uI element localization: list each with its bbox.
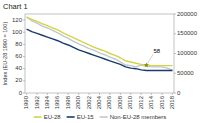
x-tick-label: 1994 xyxy=(44,95,50,109)
x-tick-label: 2014 xyxy=(148,95,154,109)
x-tick-label: 1990 xyxy=(23,95,29,109)
y-tick-label: 100 xyxy=(12,29,23,35)
legend: EU-28 EU-15 Non-EU-28 members xyxy=(34,114,167,120)
legend-item: Non-EU-28 members xyxy=(100,114,167,120)
y-tick xyxy=(23,32,25,33)
x-tick xyxy=(78,93,79,95)
chart: Chart 1 0 20 40 60 80 100 120 0 50000 100000 150000… xyxy=(0,0,200,123)
plot-frame xyxy=(25,14,174,93)
series-line xyxy=(27,17,173,70)
x-tick-label: 2016 xyxy=(159,95,165,109)
x-tick xyxy=(151,93,152,95)
series-line xyxy=(27,17,173,66)
x-tick-label: 2006 xyxy=(106,95,112,109)
legend-item: EU-28 xyxy=(34,114,62,120)
x-tick xyxy=(109,93,110,95)
y-tick-label: 40 xyxy=(15,65,22,71)
legend-label: EU-28 xyxy=(44,114,62,120)
y-tick-label: 120 xyxy=(12,17,23,23)
x-tick xyxy=(89,93,90,95)
y-tick xyxy=(23,44,25,45)
y-tick-label: 0 xyxy=(19,90,23,96)
y2-tick xyxy=(174,93,176,94)
x-tick xyxy=(47,93,48,95)
legend-label: EU-15 xyxy=(77,114,95,120)
legend-label: Non-EU-28 members xyxy=(110,114,167,120)
x-tick-label: 2018 xyxy=(169,95,175,109)
x-tick xyxy=(162,93,163,95)
x-tick-label: 2010 xyxy=(127,95,133,109)
y2-tick-label: 100000 xyxy=(177,50,198,56)
y2-tick xyxy=(174,73,176,74)
y-tick xyxy=(23,80,25,81)
y-tick xyxy=(23,20,25,21)
y2-tick-label: 0 xyxy=(177,90,181,96)
y-axis-label: Index (EU-28 1990 = 100) xyxy=(2,22,8,86)
x-tick-label: 1998 xyxy=(65,95,71,109)
legend-swatch xyxy=(67,116,75,118)
y2-tick-label: 200000 xyxy=(177,11,198,17)
y2-tick xyxy=(174,14,176,15)
x-tick xyxy=(120,93,121,95)
legend-swatch xyxy=(34,116,42,118)
y2-tick xyxy=(174,53,176,54)
x-tick-label: 1992 xyxy=(34,95,40,109)
x-tick-label: 2012 xyxy=(138,95,144,109)
annotation-marker xyxy=(144,62,149,67)
y-tick-label: 80 xyxy=(15,41,22,47)
x-tick xyxy=(141,93,142,95)
y2-tick xyxy=(174,33,176,34)
x-tick-label: 2004 xyxy=(96,95,102,109)
x-tick xyxy=(36,93,37,95)
annotation: 58 xyxy=(153,48,160,54)
x-tick xyxy=(26,93,27,95)
legend-swatch xyxy=(100,116,108,118)
x-tick xyxy=(130,93,131,95)
x-tick-label: 2000 xyxy=(75,95,81,109)
y2-tick-label: 50000 xyxy=(177,70,194,76)
y-tick-label: 60 xyxy=(15,53,22,59)
x-tick xyxy=(68,93,69,95)
y-tick xyxy=(23,56,25,57)
title: Chart 1 xyxy=(3,2,28,11)
legend-item: EU-15 xyxy=(67,114,95,120)
plot-area xyxy=(27,17,173,70)
x-tick xyxy=(99,93,100,95)
x-tick xyxy=(172,93,173,95)
x-tick xyxy=(57,93,58,95)
x-tick-label: 2002 xyxy=(86,95,92,109)
y-tick xyxy=(23,68,25,69)
annotation-leader xyxy=(146,54,153,65)
x-tick-label: 2008 xyxy=(117,95,123,109)
y-tick-label: 20 xyxy=(15,77,22,83)
x-tick-label: 1996 xyxy=(54,95,60,109)
y2-tick-label: 150000 xyxy=(177,30,198,36)
y-tick xyxy=(23,93,25,94)
